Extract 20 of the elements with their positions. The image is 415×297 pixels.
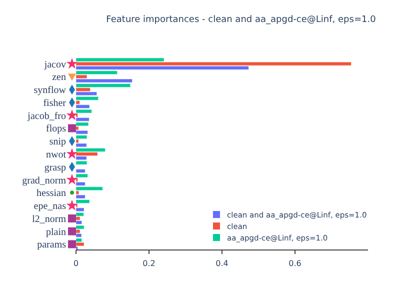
y-tick-label: snip	[49, 136, 66, 148]
y-tick-label: flops	[46, 124, 66, 135]
y-tick-label: plain	[46, 226, 66, 238]
x-tick-label: 0.2	[142, 259, 156, 268]
x-tick-label: 0	[73, 259, 79, 268]
x-tick-label: 0.6	[288, 259, 302, 268]
y-tick-label: grasp	[44, 162, 66, 174]
y-tick-label: l2_norm	[32, 214, 66, 225]
y-tick-label: jacov	[43, 59, 66, 70]
y-tick-label: synflow	[34, 85, 67, 96]
x-tick-label: 0.4	[216, 259, 228, 268]
y-tick-label: hessian	[36, 188, 66, 200]
y-tick-label: params	[37, 240, 66, 251]
y-tick-label: nwot	[46, 150, 66, 160]
y-tick-label: jacob_fro	[26, 110, 66, 122]
chart-title: Feature importances - clean and aa_apgd-ce@Linf, eps=1.0	[106, 15, 376, 25]
y-tick-label: fisher	[43, 98, 67, 109]
y-tick-label: zen	[52, 72, 66, 84]
y-tick-label: epe_nas	[34, 201, 66, 212]
y-tick-label: grad_norm	[22, 175, 66, 186]
